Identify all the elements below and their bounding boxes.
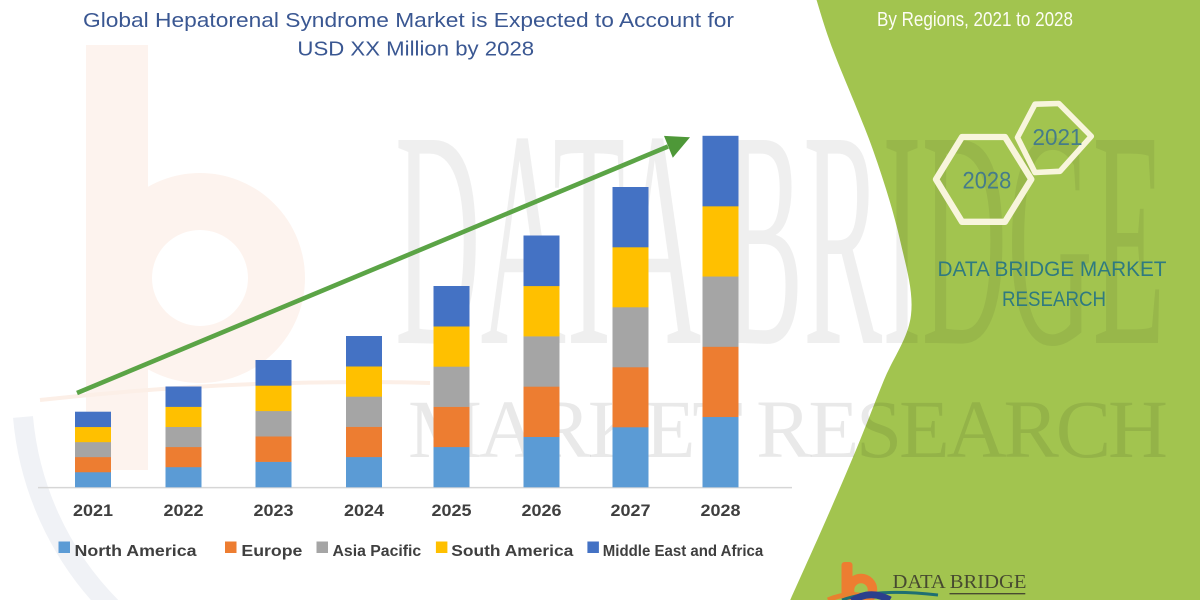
- svg-text:Asia Pacific: Asia Pacific: [333, 543, 422, 560]
- svg-text:Europe: Europe: [241, 543, 302, 560]
- svg-text:2025: 2025: [432, 501, 472, 520]
- svg-text:DATA BRIDGE: DATA BRIDGE: [395, 68, 1165, 411]
- svg-text:2023: 2023: [254, 501, 294, 520]
- svg-text:MARKET RESEARCH: MARKET RESEARCH: [408, 383, 1168, 475]
- svg-text:2027: 2027: [611, 501, 651, 520]
- svg-text:RESEARCH: RESEARCH: [1002, 287, 1106, 311]
- svg-text:DATA BRIDGE MARKET: DATA BRIDGE MARKET: [938, 257, 1167, 281]
- svg-text:2028: 2028: [963, 168, 1012, 195]
- svg-text:South America: South America: [451, 543, 573, 560]
- svg-text:2024: 2024: [344, 501, 385, 520]
- svg-text:By Regions, 2021 to 2028: By Regions, 2021 to 2028: [877, 8, 1073, 31]
- svg-text:2022: 2022: [164, 501, 204, 520]
- svg-text:2028: 2028: [701, 501, 741, 520]
- svg-text:Middle East and Africa: Middle East and Africa: [603, 543, 763, 560]
- svg-text:2021: 2021: [73, 501, 113, 520]
- svg-text:USD XX Million by 2028: USD XX Million by 2028: [297, 38, 534, 61]
- svg-text:2026: 2026: [522, 501, 562, 520]
- svg-text:2021: 2021: [1033, 124, 1083, 150]
- svg-text:DATA BRIDGE: DATA BRIDGE: [893, 571, 1027, 593]
- svg-text:North America: North America: [75, 543, 197, 560]
- svg-text:MARKET RESEARCH: MARKET RESEARCH: [895, 598, 1025, 600]
- svg-text:Global Hepatorenal Syndrome Ma: Global Hepatorenal Syndrome Market is Ex…: [83, 9, 734, 32]
